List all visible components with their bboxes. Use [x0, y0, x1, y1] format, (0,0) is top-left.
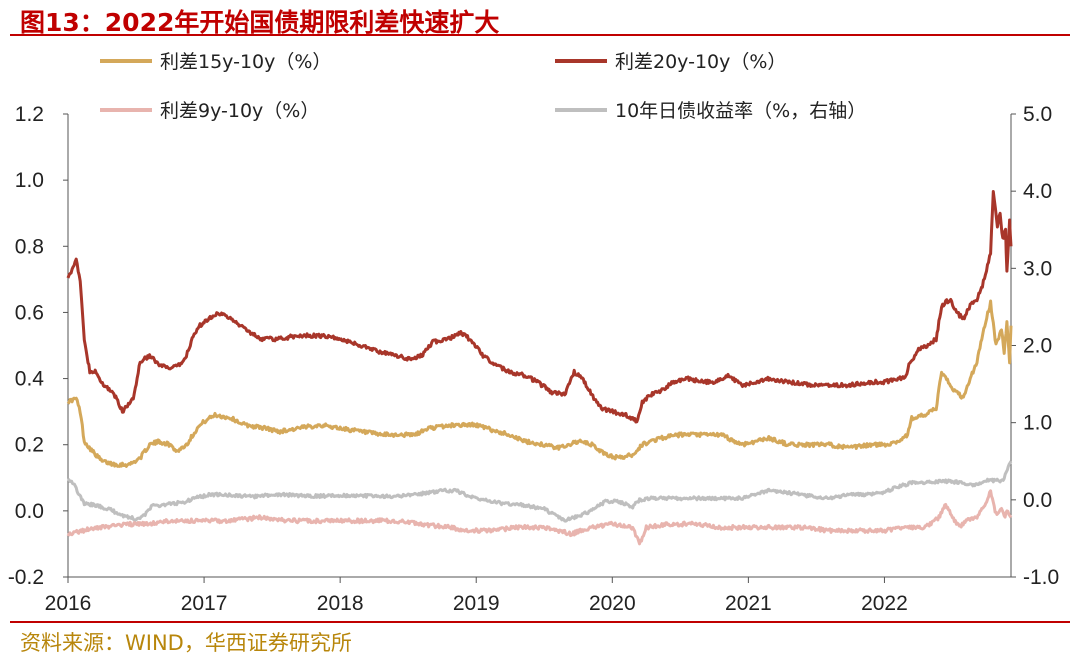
- left-tick-label: -0.2: [8, 566, 44, 589]
- series-line-2: [66, 489, 1013, 546]
- x-tick-label: 2016: [45, 592, 92, 615]
- x-tick-label: 2021: [725, 592, 772, 615]
- x-tick-label: 2019: [453, 592, 500, 615]
- axes: 1.2 1.0 0.8 0.6 0.4 0.2 0.0 -0.2 5.0 4.0 3.0 2.0 1.0…: [8, 103, 1059, 615]
- x-tick-label: 2022: [861, 592, 908, 615]
- left-tick-label: 0.0: [15, 500, 44, 523]
- right-tick-label: 2.0: [1023, 335, 1052, 358]
- series-line-0: [66, 299, 1013, 468]
- legend-label-2: 利差9y-10y（%）: [160, 100, 319, 122]
- x-tick-label: 2017: [181, 592, 228, 615]
- x-tick-label: 2018: [317, 592, 364, 615]
- right-tick-label: 0.0: [1023, 489, 1052, 512]
- x-tick-label: 2020: [589, 592, 636, 615]
- left-tick-label: 0.6: [15, 301, 44, 324]
- left-tick-label: 1.0: [15, 169, 44, 192]
- footer-rule: [10, 621, 1070, 623]
- title-rule: [10, 34, 1070, 36]
- source-note: 资料来源：WIND，华西证券研究所: [20, 631, 352, 655]
- left-tick-label: 0.2: [15, 434, 44, 457]
- series-line-1: [66, 190, 1013, 424]
- legend-label-3: 10年日债收益率（%，右轴）: [615, 100, 866, 122]
- right-tick-label: 5.0: [1023, 103, 1052, 126]
- legend: 利差15y-10y（%） 利差20y-10y（%） 利差9y-10y（%） 10年日债…: [100, 51, 866, 122]
- series-line-3: [67, 460, 1013, 523]
- right-tick-label: 3.0: [1023, 257, 1052, 280]
- line-chart: 利差15y-10y（%） 利差20y-10y（%） 利差9y-10y（%） 10年日债…: [8, 51, 1059, 615]
- left-tick-label: 1.2: [15, 103, 44, 126]
- legend-label-0: 利差15y-10y（%）: [160, 51, 331, 73]
- left-tick-label: 0.8: [15, 235, 44, 258]
- right-tick-label: 4.0: [1023, 180, 1052, 203]
- left-tick-label: 0.4: [15, 368, 45, 391]
- series-lines: [66, 190, 1013, 546]
- chart-title: 图13：2022年开始国债期限利差快速扩大: [20, 8, 500, 37]
- legend-label-1: 利差20y-10y（%）: [615, 51, 786, 73]
- right-tick-label: 1.0: [1023, 412, 1052, 435]
- right-tick-label: -1.0: [1023, 566, 1059, 589]
